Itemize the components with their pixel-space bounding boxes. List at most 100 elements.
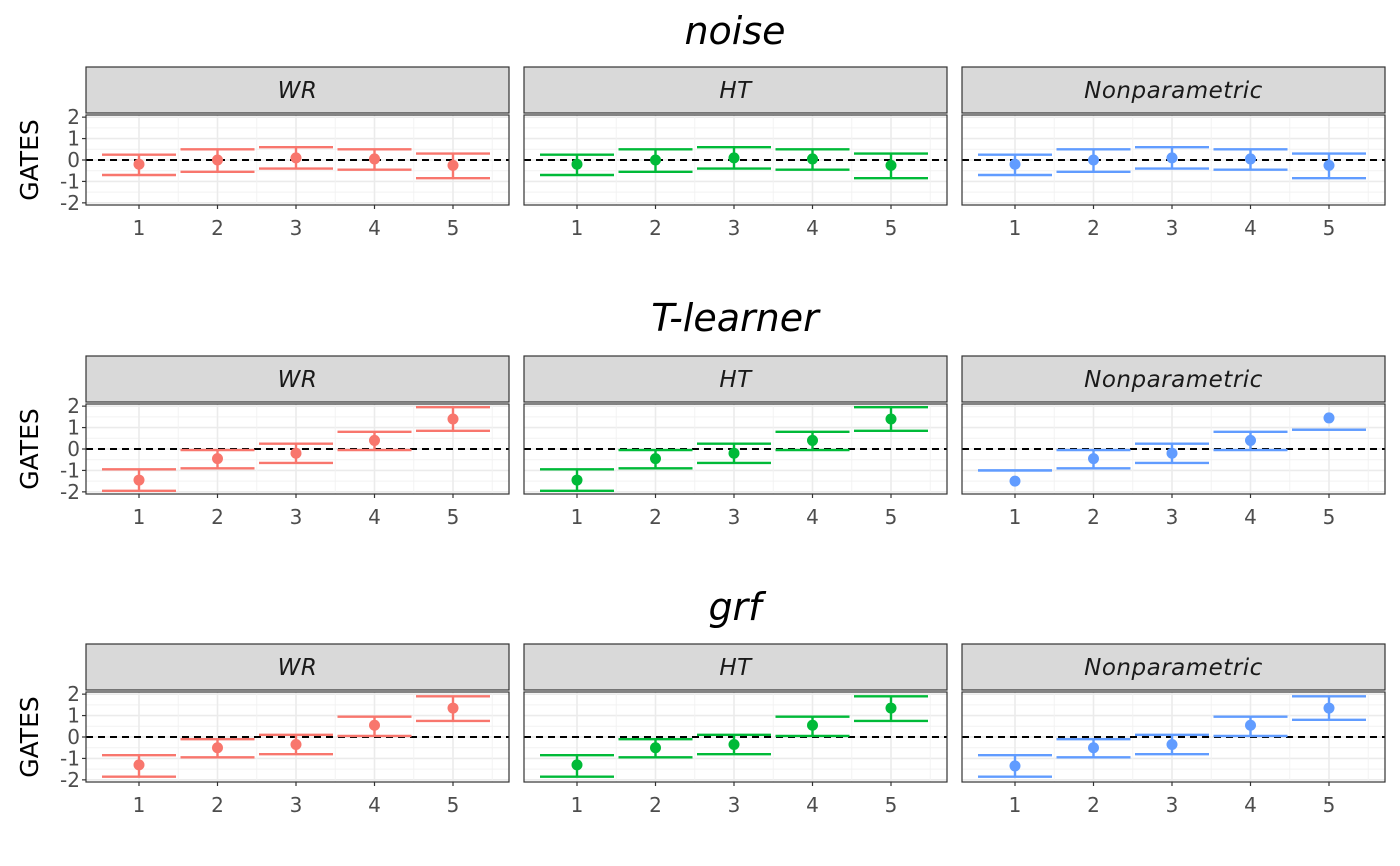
facet-strip-label: HT xyxy=(719,78,753,104)
x-tick-label: 3 xyxy=(290,793,303,817)
panel-border xyxy=(85,114,510,206)
panel-border xyxy=(85,691,510,783)
gates-point xyxy=(290,447,302,459)
x-tick-label: 2 xyxy=(1087,793,1100,817)
x-tick-label: 4 xyxy=(806,505,819,529)
gates-point xyxy=(728,152,740,164)
x-tick-label: 5 xyxy=(1323,505,1336,529)
gates-point xyxy=(133,474,145,486)
facet-strip-label: HT xyxy=(719,655,753,681)
gates-point xyxy=(1166,152,1178,164)
facet-strip xyxy=(85,355,510,403)
x-tick-label: 5 xyxy=(447,505,460,529)
x-tick-label: 4 xyxy=(368,216,381,240)
y-tick-label: 0 xyxy=(67,437,80,461)
x-tick-label: 1 xyxy=(1009,216,1022,240)
x-tick-label: 3 xyxy=(728,505,741,529)
panel-wr: WR 1 2 3 4 5 xyxy=(85,643,510,817)
gates-point xyxy=(807,719,818,731)
panel-wr: WR 1 2 3 4 5 xyxy=(85,355,510,529)
x-tick-label: 5 xyxy=(1323,793,1336,817)
panel-ht: HT 1 2 3 4 5 xyxy=(523,643,948,817)
x-tick-label: 2 xyxy=(211,505,224,529)
facet-strip xyxy=(961,355,1386,403)
panel-nonparametric: Nonparametric 1 2 3 4 5 xyxy=(961,355,1386,529)
panel-border xyxy=(961,114,1386,206)
gates-point xyxy=(1009,475,1021,487)
x-tick-label: 5 xyxy=(885,505,898,529)
facet-strip xyxy=(961,643,1386,691)
facet-strip-label: Nonparametric xyxy=(1084,367,1263,393)
facet-strip-label: Nonparametric xyxy=(1084,78,1263,104)
gates-point xyxy=(1088,154,1099,166)
x-tick-label: 3 xyxy=(728,216,741,240)
y-tick-label: -2 xyxy=(60,191,80,215)
gates-point xyxy=(1009,760,1021,772)
gates-point xyxy=(1245,153,1256,165)
panel-ht: HT 1 2 3 4 5 xyxy=(523,355,948,529)
y-tick-label: -1 xyxy=(60,169,80,193)
gates-point xyxy=(369,434,380,446)
panel-border xyxy=(523,691,948,783)
panel-border xyxy=(961,691,1386,783)
facet-strip-label: WR xyxy=(278,78,318,104)
gates-point xyxy=(650,742,661,754)
panel-nonparametric: Nonparametric 1 2 3 4 5 xyxy=(961,66,1386,240)
gates-point xyxy=(728,739,740,750)
gates-point xyxy=(885,413,897,425)
y-tick-label: -2 xyxy=(60,480,80,504)
row-title: grf xyxy=(708,585,767,629)
x-tick-label: 4 xyxy=(1244,793,1257,817)
x-tick-label: 4 xyxy=(1244,505,1257,529)
gates-point xyxy=(447,159,459,171)
panel-border xyxy=(523,114,948,206)
x-tick-label: 3 xyxy=(728,793,741,817)
x-tick-label: 5 xyxy=(447,793,460,817)
gates-point xyxy=(1245,719,1256,731)
gates-point xyxy=(885,159,897,171)
x-tick-label: 1 xyxy=(1009,505,1022,529)
x-tick-label: 5 xyxy=(885,216,898,240)
facet-strip-label: Nonparametric xyxy=(1084,655,1263,681)
x-tick-label: 3 xyxy=(1166,793,1179,817)
gates-point xyxy=(807,434,818,446)
row-title: T-learner xyxy=(651,296,821,340)
gates-point xyxy=(1323,702,1335,714)
x-tick-label: 2 xyxy=(1087,216,1100,240)
y-axis-label: GATES xyxy=(15,696,44,777)
gates-point xyxy=(369,153,380,165)
panel-ht: HT 1 2 3 4 5 xyxy=(523,66,948,240)
x-tick-label: 2 xyxy=(211,793,224,817)
x-tick-label: 1 xyxy=(1009,793,1022,817)
x-tick-label: 1 xyxy=(133,216,146,240)
gates-point xyxy=(212,742,223,754)
gates-point xyxy=(807,153,818,165)
gates-point xyxy=(650,154,661,166)
x-tick-label: 3 xyxy=(1166,505,1179,529)
gates-point xyxy=(447,702,459,714)
facet-strip-label: WR xyxy=(278,367,318,393)
facet-strip xyxy=(85,66,510,114)
gates-point xyxy=(447,413,459,425)
facet-strip xyxy=(85,643,510,691)
y-tick-label: 0 xyxy=(67,148,80,172)
panel-border xyxy=(961,403,1386,495)
gates-point xyxy=(133,158,145,170)
x-tick-label: 4 xyxy=(368,793,381,817)
panel-nonparametric: Nonparametric 1 2 3 4 5 xyxy=(961,643,1386,817)
row-title: noise xyxy=(684,9,785,53)
x-tick-label: 1 xyxy=(571,793,584,817)
x-tick-label: 2 xyxy=(1087,505,1100,529)
y-tick-label: -2 xyxy=(60,768,80,792)
gates-point xyxy=(290,152,302,164)
facet-strip-label: WR xyxy=(278,655,318,681)
y-tick-label: 1 xyxy=(67,127,80,151)
facet-strip xyxy=(523,355,948,403)
gates-point xyxy=(1323,159,1335,171)
panel-wr: WR 1 2 3 4 5 xyxy=(85,66,510,240)
gates-point xyxy=(1245,434,1256,446)
